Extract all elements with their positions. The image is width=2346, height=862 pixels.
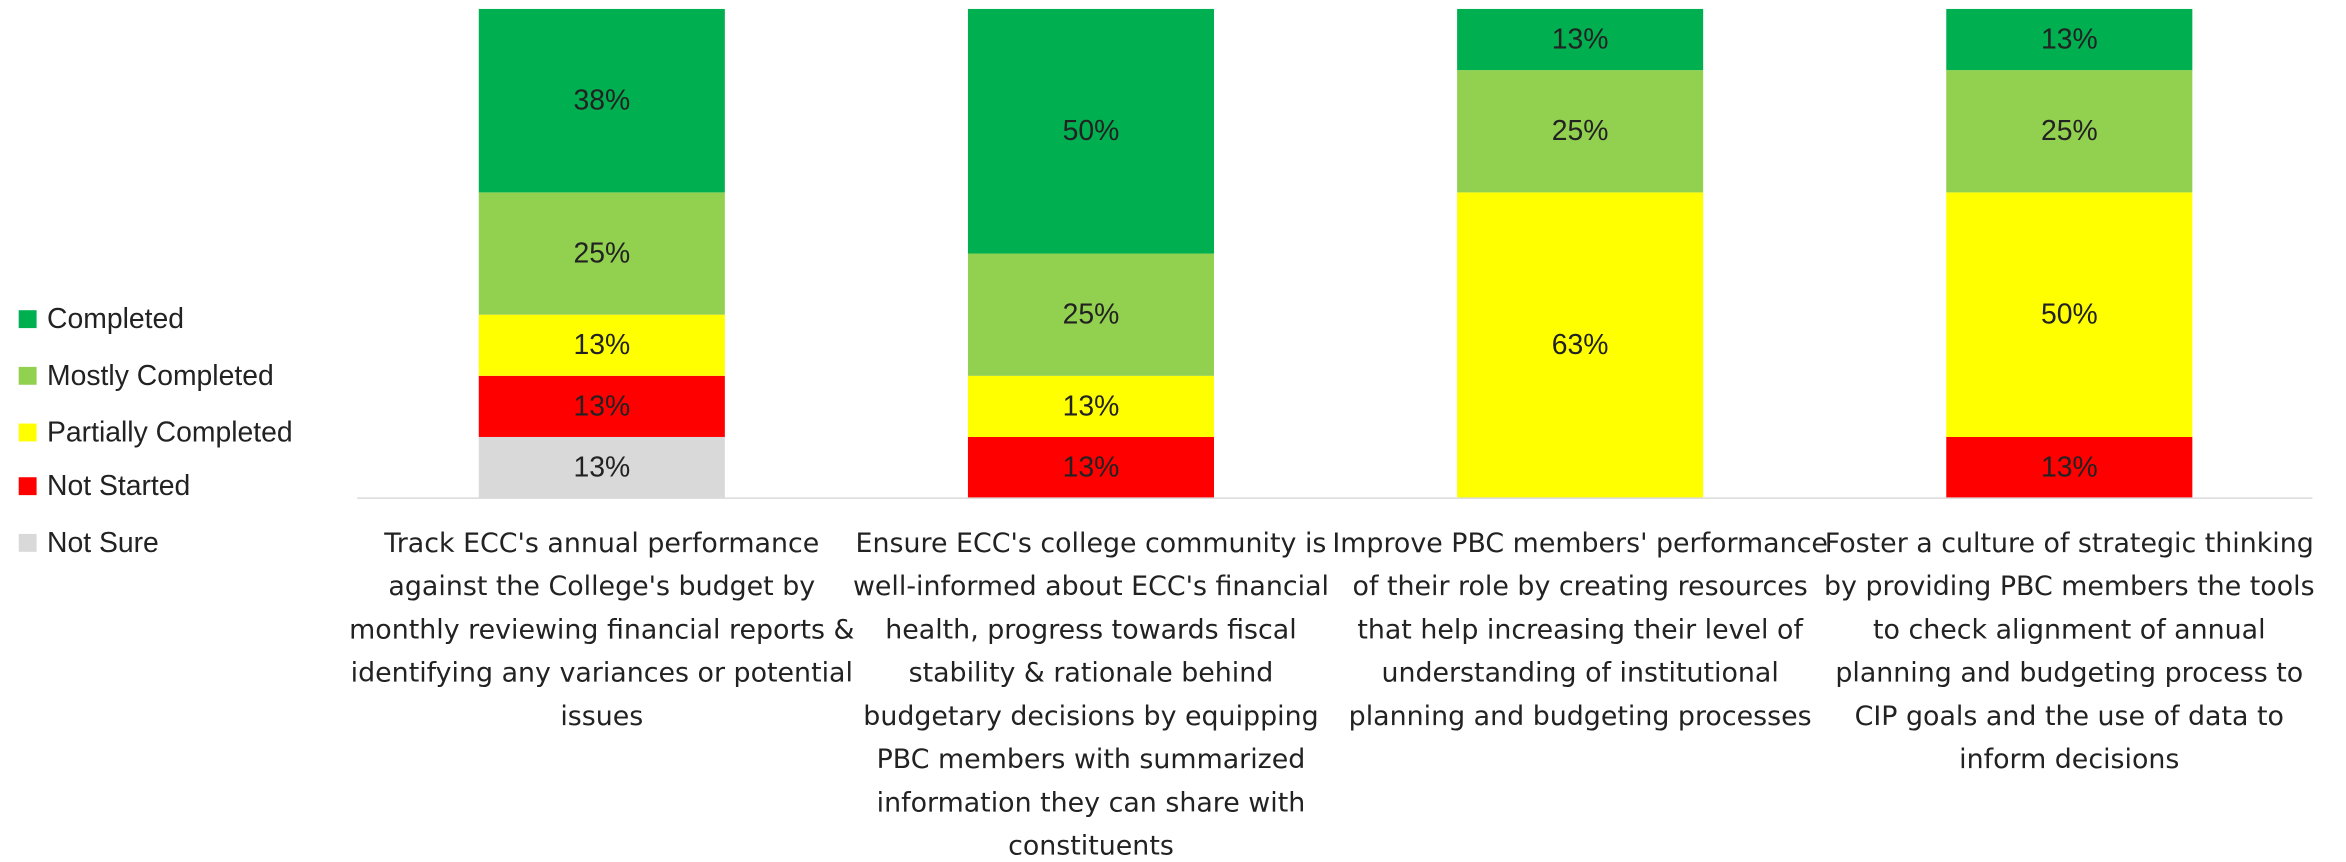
bar-segment [478,436,725,499]
bar-segment [967,8,1215,254]
bar-segment [967,253,1215,376]
data-label: 13% [1063,390,1120,422]
bar-segment [1457,192,1704,499]
data-label: 50% [1063,115,1120,147]
legend-swatch [18,477,37,496]
bar-segment [1946,8,2193,71]
category-label-box: Foster a culture of strategic thinking b… [1824,527,2315,776]
legend-label: Partially Completed [47,416,293,448]
bar-segment [1457,8,1704,71]
legend-label: Not Sure [47,527,159,559]
legend-label: Mostly Completed [47,360,274,392]
data-label: 13% [1552,23,1609,55]
x-tick-label: Foster a culture of strategic thinking b… [1824,527,2315,776]
data-label: 25% [1063,299,1120,331]
x-tick-label: Track ECC's annual performance against t… [349,527,855,733]
legend-label: Not Started [47,470,190,502]
data-label: 50% [2041,299,2098,331]
bar-segment [967,375,1215,437]
category-label-box: Ensure ECC's college community is well-i… [852,527,1330,862]
data-label: 63% [1552,329,1609,361]
legend-label: Completed [47,303,184,335]
bar-segment [1457,70,1704,193]
legend-swatch [18,310,37,329]
x-tick-label: Improve PBC members' performance of thei… [1332,527,1828,733]
data-label: 13% [573,329,630,361]
legend-swatch [18,366,37,385]
data-label: 13% [2041,452,2098,484]
legend-swatch [18,533,37,552]
bar-segment [1946,70,2193,193]
data-label: 25% [2041,115,2098,147]
data-label: 13% [573,390,630,422]
bar-segment [967,436,1215,499]
legend-swatch [18,423,37,442]
bar-segment [478,375,725,437]
category-label-box: Improve PBC members' performance of thei… [1332,527,1828,733]
data-label: 38% [573,85,630,117]
x-tick-label: Ensure ECC's college community is well-i… [852,527,1330,862]
bar-segment [478,192,725,315]
bar-segment [478,314,725,376]
category-label-box: Track ECC's annual performance against t… [349,527,855,733]
data-label: 13% [2041,23,2098,55]
data-label: 13% [1063,452,1120,484]
bar-segment [478,8,725,193]
data-label: 13% [573,452,630,484]
data-label: 25% [573,238,630,270]
bar-segment [1946,436,2193,499]
data-label: 25% [1552,115,1609,147]
bar-segment [1946,192,2193,437]
